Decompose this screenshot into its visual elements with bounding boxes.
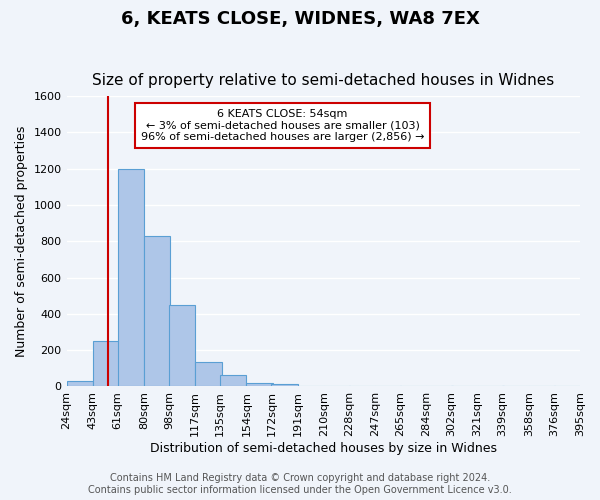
Bar [67, 381, 93, 386]
Text: 6, KEATS CLOSE, WIDNES, WA8 7EX: 6, KEATS CLOSE, WIDNES, WA8 7EX [121, 10, 479, 28]
Bar [144, 236, 170, 386]
Bar [195, 362, 221, 386]
Bar [93, 341, 119, 386]
Title: Size of property relative to semi-detached houses in Widnes: Size of property relative to semi-detach… [92, 73, 554, 88]
Text: 6 KEATS CLOSE: 54sqm
← 3% of semi-detached houses are smaller (103)
96% of semi-: 6 KEATS CLOSE: 54sqm ← 3% of semi-detach… [140, 109, 424, 142]
X-axis label: Distribution of semi-detached houses by size in Widnes: Distribution of semi-detached houses by … [150, 442, 497, 455]
Bar [220, 374, 247, 386]
Y-axis label: Number of semi-detached properties: Number of semi-detached properties [15, 126, 28, 357]
Bar [271, 384, 298, 386]
Bar [247, 383, 273, 386]
Bar [169, 305, 195, 386]
Bar [118, 168, 144, 386]
Text: Contains HM Land Registry data © Crown copyright and database right 2024.
Contai: Contains HM Land Registry data © Crown c… [88, 474, 512, 495]
